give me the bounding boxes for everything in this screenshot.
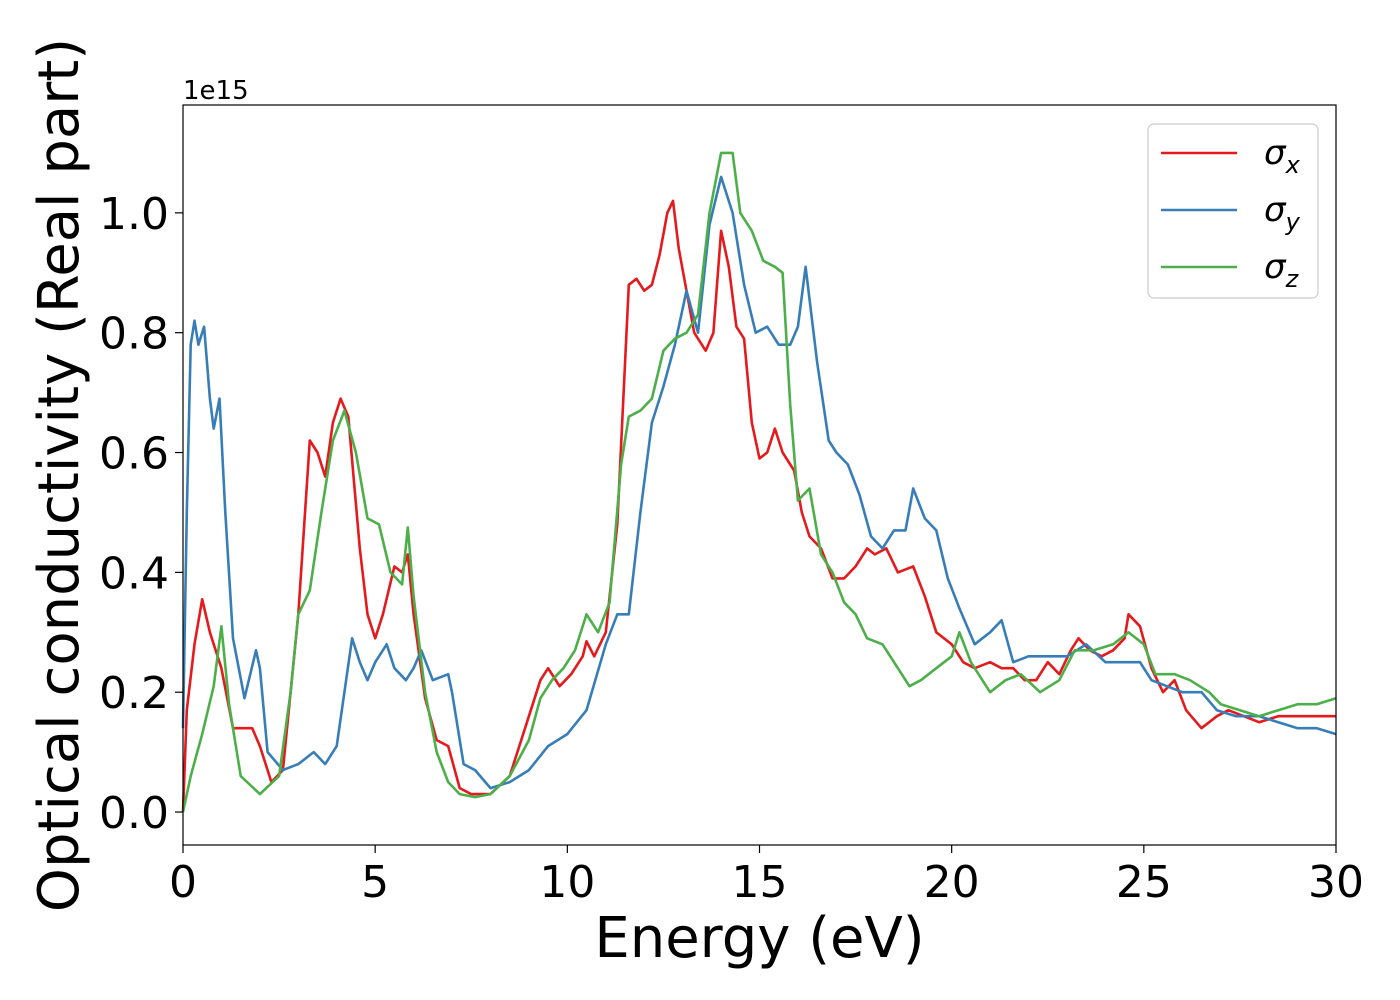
series-layer [181, 151, 1337, 813]
y-offset-label: 1e15 [183, 76, 249, 106]
x-tick-label: 30 [1308, 857, 1364, 908]
series-line-sigma-y [181, 175, 1337, 790]
y-tick-label: 0.8 [99, 309, 169, 360]
x-tick-label: 15 [732, 857, 788, 908]
x-tick-label: 20 [924, 857, 980, 908]
y-axis-title: Optical conductivity (Real part) [27, 38, 92, 912]
x-tick-label: 25 [1116, 857, 1172, 908]
y-tick-label: 0.2 [99, 668, 169, 719]
x-tick-label: 0 [169, 857, 197, 908]
y-tick-label: 1.0 [99, 189, 169, 240]
x-tick-label: 5 [361, 857, 389, 908]
series-line-sigma-z [181, 151, 1337, 813]
y-tick-label: 0.6 [99, 429, 169, 480]
x-axis: 0 5 10 15 20 25 30 [169, 845, 1364, 908]
x-axis-title: Energy (eV) [594, 906, 924, 971]
y-tick-label: 0.4 [99, 548, 169, 599]
series-line-sigma-x [181, 199, 1336, 813]
y-tick-label: 0.0 [99, 788, 169, 839]
y-axis: 0.0 0.2 0.4 0.6 0.8 1.0 [99, 189, 183, 839]
x-tick-label: 10 [539, 857, 595, 908]
